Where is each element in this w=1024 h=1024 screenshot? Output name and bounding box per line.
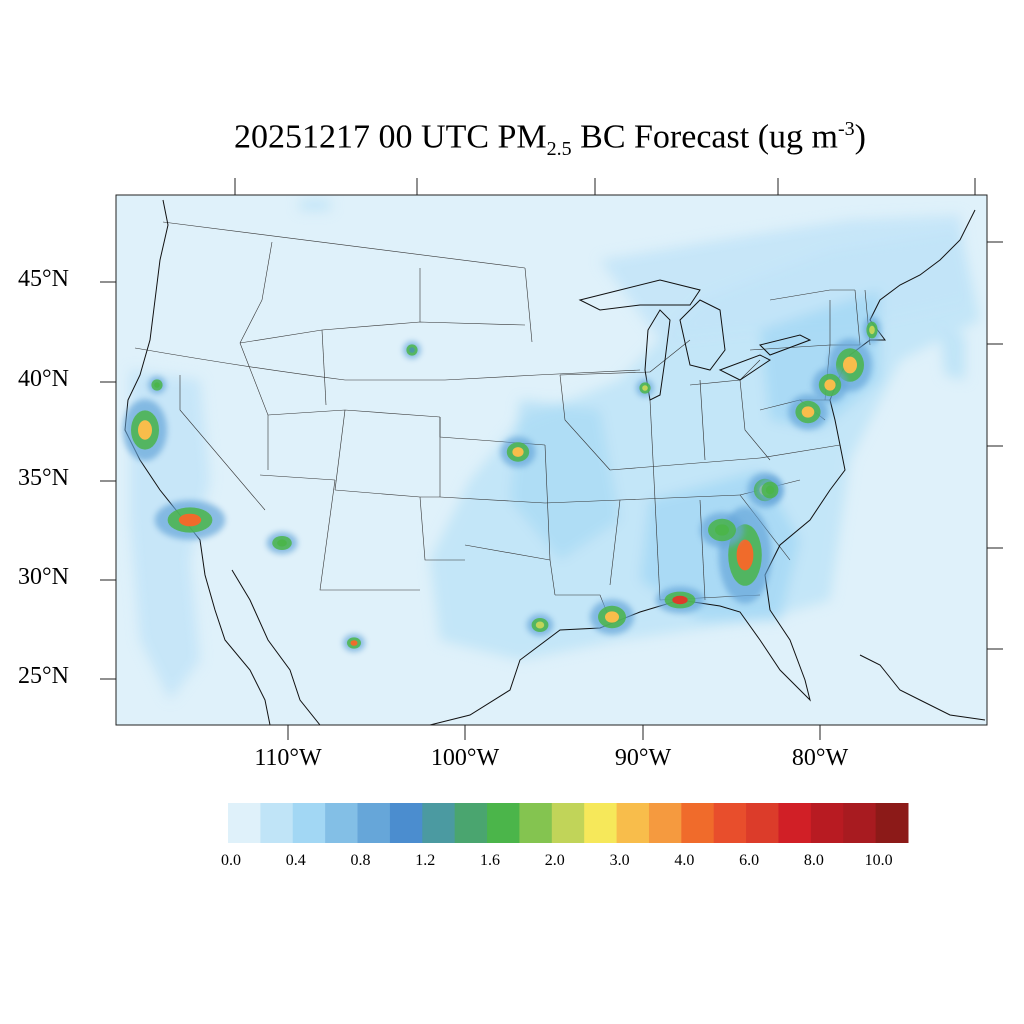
hotspot: [403, 341, 421, 359]
map-ticks: [100, 178, 1003, 740]
colorbar-tick-label: 8.0: [803, 852, 824, 869]
hotspot: [655, 586, 705, 614]
latitude-label: 25°N: [18, 663, 69, 689]
hotspot: [863, 316, 881, 344]
hotspot: [590, 599, 634, 635]
colorbar-tick-label: 10.0: [864, 852, 893, 869]
hotspot: [123, 399, 167, 461]
colorbar-tick-label: 0.0: [221, 852, 241, 869]
hotspot: [700, 512, 744, 548]
hotspot: [148, 376, 166, 394]
title-prefix: 20251217 00 UTC PM: [234, 118, 547, 156]
map-frame: [115, 194, 988, 726]
colorbar-tick-label: 2.0: [544, 852, 565, 869]
colorbar-tick-label: 3.0: [609, 852, 630, 869]
title-superscript: -3: [837, 118, 855, 140]
hotspot: [788, 394, 828, 430]
hotspot: [812, 367, 848, 403]
colorbar-tick-label: 6.0: [739, 852, 760, 869]
hotspot: [500, 436, 536, 468]
title-suffix: ): [854, 118, 866, 156]
latitude-label: 45°N: [18, 266, 69, 292]
title-middle: BC Forecast (ug m: [571, 118, 838, 156]
colorbar-tick-label: 1.6: [480, 852, 501, 869]
hotspot: [756, 476, 784, 504]
hotspot: [266, 532, 298, 554]
longitude-label: 100°W: [430, 745, 500, 771]
concentration-hotspots: [123, 316, 881, 652]
colorbar-tick-label: 0.4: [285, 852, 306, 869]
concentration-haze-layer: [130, 200, 980, 700]
hotspot: [636, 379, 654, 397]
hotspot: [343, 634, 365, 652]
colorbar-tick-label: 1.2: [415, 852, 436, 869]
longitude-label: 110°W: [254, 745, 322, 771]
map-title: 20251217 00 UTC PM2.5 BC Forecast (ug m-…: [0, 118, 1024, 161]
hotspot: [526, 614, 554, 636]
colorbar-tick-label: 0.8: [350, 852, 371, 869]
colorbar-tick-label: 4.0: [674, 852, 695, 869]
hotspot: [154, 500, 226, 540]
title-subscript: 2.5: [546, 138, 572, 161]
latitude-label: 35°N: [18, 465, 69, 491]
latitude-label: 30°N: [18, 564, 69, 590]
longitude-label: 80°W: [791, 745, 849, 771]
latitude-label: 40°N: [18, 366, 69, 392]
longitude-label: 90°W: [614, 745, 672, 771]
